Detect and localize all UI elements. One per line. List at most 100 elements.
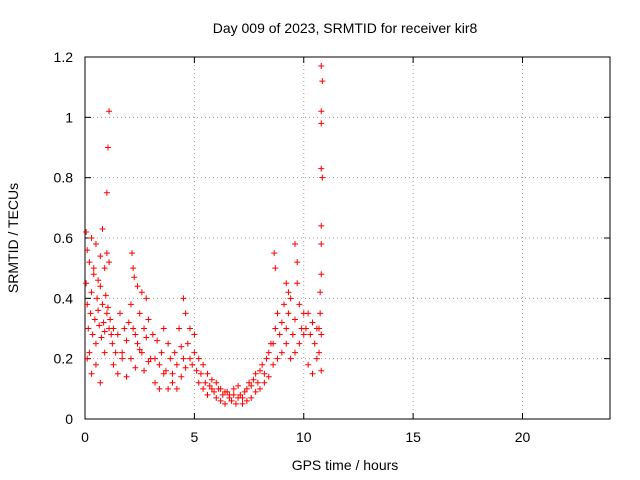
- data-point: [226, 391, 233, 398]
- data-point: [195, 355, 202, 362]
- data-point: [193, 367, 200, 374]
- data-point: [252, 388, 259, 395]
- data-point: [300, 331, 307, 338]
- data-point: [152, 355, 158, 362]
- data-point: [127, 301, 134, 308]
- data-point: [265, 349, 272, 356]
- data-point: [109, 340, 116, 347]
- data-point: [173, 361, 180, 368]
- data-point: [302, 325, 309, 332]
- plot-frame: [84, 56, 611, 420]
- data-points: [83, 63, 326, 407]
- data-point: [259, 361, 266, 368]
- data-point: [99, 225, 106, 232]
- data-point: [232, 400, 239, 407]
- data-point: [305, 310, 312, 317]
- data-point: [101, 349, 108, 356]
- data-point: [132, 331, 139, 338]
- data-point: [239, 394, 246, 401]
- data-point: [156, 385, 163, 392]
- data-point: [89, 331, 96, 338]
- y-tick-label: 0.2: [54, 351, 74, 367]
- data-point: [305, 361, 312, 368]
- data-point: [285, 310, 292, 317]
- y-tick-label: 0.8: [54, 170, 74, 186]
- x-tick-label: 0: [81, 429, 89, 445]
- data-point: [318, 222, 325, 229]
- data-point: [206, 382, 213, 389]
- data-point: [101, 328, 108, 335]
- data-point: [103, 250, 110, 257]
- data-point: [274, 310, 281, 317]
- y-tick-label: 1: [65, 109, 73, 125]
- data-point: [235, 382, 242, 389]
- data-point: [294, 259, 301, 266]
- data-point: [252, 370, 259, 377]
- data-point: [106, 259, 113, 266]
- data-point: [98, 334, 105, 341]
- data-point: [191, 349, 198, 356]
- data-point: [319, 174, 326, 181]
- data-point: [318, 241, 325, 248]
- data-point: [95, 277, 102, 284]
- data-point: [189, 361, 196, 368]
- data-point: [92, 361, 99, 368]
- data-point: [184, 340, 191, 347]
- data-point: [119, 355, 126, 362]
- data-point: [296, 340, 303, 347]
- data-point: [261, 379, 268, 386]
- data-point: [90, 265, 97, 272]
- data-point: [318, 120, 325, 127]
- data-point: [200, 385, 207, 392]
- data-point: [217, 385, 224, 392]
- data-point: [318, 165, 325, 172]
- data-point: [143, 295, 150, 302]
- x-tick-label: 20: [515, 429, 531, 445]
- data-point: [180, 295, 187, 302]
- data-point: [138, 289, 145, 296]
- data-point: [94, 295, 101, 302]
- data-point: [91, 316, 98, 323]
- data-point: [121, 325, 128, 332]
- data-point: [158, 349, 165, 356]
- data-point: [84, 301, 91, 308]
- data-point: [278, 349, 285, 356]
- data-point: [173, 385, 180, 392]
- data-point: [125, 319, 132, 326]
- data-point: [283, 325, 290, 332]
- data-point: [261, 370, 268, 377]
- data-point: [134, 340, 141, 347]
- data-point: [230, 385, 237, 392]
- data-point: [136, 346, 143, 353]
- data-point: [317, 310, 324, 317]
- data-point: [195, 379, 202, 386]
- x-ticks: 0 5 10 15 20: [81, 57, 530, 445]
- data-point: [283, 280, 290, 287]
- x-axis-label: GPS time / hours: [292, 457, 399, 473]
- data-point: [246, 379, 253, 386]
- chart-title: Day 009 of 2023, SRMTID for receiver kir…: [213, 20, 478, 36]
- data-point: [213, 379, 220, 386]
- data-point: [202, 379, 209, 386]
- data-point: [97, 283, 104, 290]
- data-point: [87, 310, 94, 317]
- data-point: [130, 265, 137, 272]
- data-point: [222, 400, 228, 407]
- data-point: [204, 370, 211, 377]
- data-point: [136, 310, 143, 317]
- data-point: [285, 289, 292, 296]
- data-point: [222, 388, 228, 395]
- data-point: [83, 228, 90, 235]
- data-point: [318, 108, 325, 115]
- data-point: [287, 355, 294, 362]
- data-point: [169, 379, 176, 386]
- data-point: [243, 397, 250, 404]
- data-point: [208, 376, 215, 383]
- data-point: [270, 340, 277, 347]
- data-point: [270, 361, 277, 368]
- data-point: [250, 376, 257, 383]
- data-point: [317, 289, 324, 296]
- data-point: [296, 301, 303, 308]
- y-ticks: 0 0.2 0.4 0.6 0.8 1 1.2: [54, 49, 610, 427]
- data-point: [283, 340, 290, 347]
